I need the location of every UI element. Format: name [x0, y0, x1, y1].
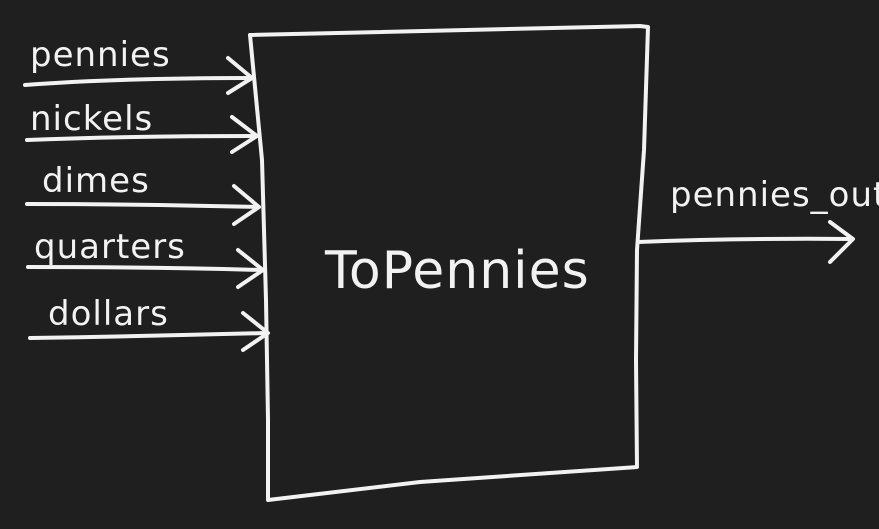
- input-wire-dimes: [25, 202, 260, 209]
- input-dollars: dollars: [28, 294, 270, 352]
- input-nickels: nickels: [25, 99, 259, 154]
- topennies-block: [248, 24, 650, 502]
- input-wire-pennies: [23, 76, 252, 87]
- input-wire-quarters: [26, 265, 264, 272]
- input-quarters: quarters: [26, 227, 265, 289]
- input-label-dimes: dimes: [42, 161, 150, 201]
- input-wire-dollars: [28, 331, 269, 340]
- input-label-quarters: quarters: [34, 227, 186, 267]
- input-arrowhead-nickels: [230, 115, 259, 154]
- output-pennies-out: pennies_out: [636, 175, 879, 264]
- input-label-nickels: nickels: [30, 99, 153, 139]
- block-title: ToPennies: [324, 241, 590, 301]
- input-arrowhead-dollars: [241, 311, 270, 352]
- input-arrowhead-dimes: [232, 184, 261, 226]
- output-label-pennies-out: pennies_out: [670, 175, 879, 215]
- input-label-pennies: pennies: [30, 35, 171, 75]
- output-arrowhead-pennies-out: [828, 220, 855, 264]
- input-pennies: pennies: [23, 35, 254, 95]
- output-wire-pennies-out: [636, 236, 854, 244]
- input-arrowhead-pennies: [226, 56, 254, 95]
- input-dimes: dimes: [25, 161, 261, 226]
- input-wire-nickels: [25, 134, 258, 142]
- input-arrowhead-quarters: [236, 248, 265, 289]
- input-label-dollars: dollars: [48, 294, 169, 334]
